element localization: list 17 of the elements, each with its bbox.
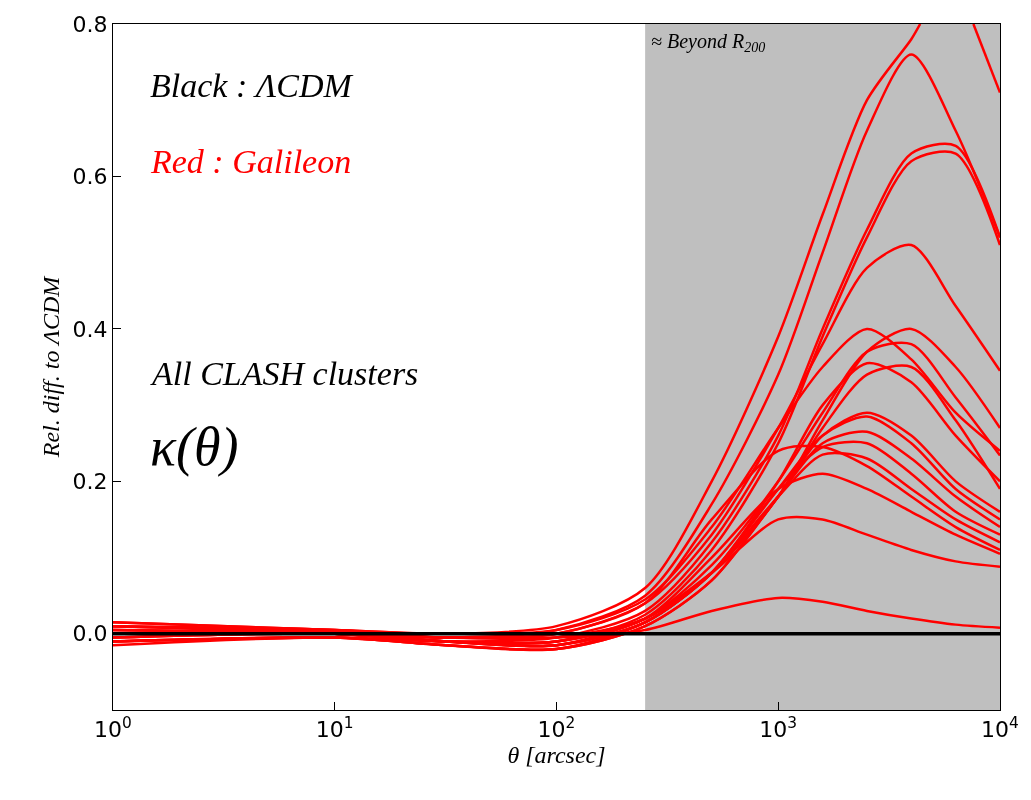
annotation: κ(θ) <box>150 417 239 477</box>
band-label: ≈ Beyond R$_{200}$ <box>651 30 766 56</box>
x-tick-label: 10$^{4}$ <box>981 714 1019 743</box>
y-tick-label: 0.0 <box>72 621 108 647</box>
annotation: All CLASH clusters <box>150 355 419 392</box>
x-axis-title: θ [arcsec] <box>507 742 606 769</box>
y-axis-title: Rel. diff. to ΛCDM <box>37 274 64 459</box>
x-tick-label: 10$^{2}$ <box>537 714 576 743</box>
x-tick-label: 10$^{3}$ <box>759 714 798 743</box>
annotation: Black : ΛCDM <box>150 67 354 104</box>
x-tick-label: 10$^{0}$ <box>94 714 132 743</box>
y-tick-label: 0.6 <box>72 164 108 190</box>
y-tick-label: 0.2 <box>72 469 108 495</box>
x-tick-label: 10$^{1}$ <box>315 714 354 743</box>
annotation: Red : Galileon <box>150 143 352 180</box>
y-tick-label: 0.8 <box>72 11 108 37</box>
y-tick-label: 0.4 <box>72 316 108 342</box>
